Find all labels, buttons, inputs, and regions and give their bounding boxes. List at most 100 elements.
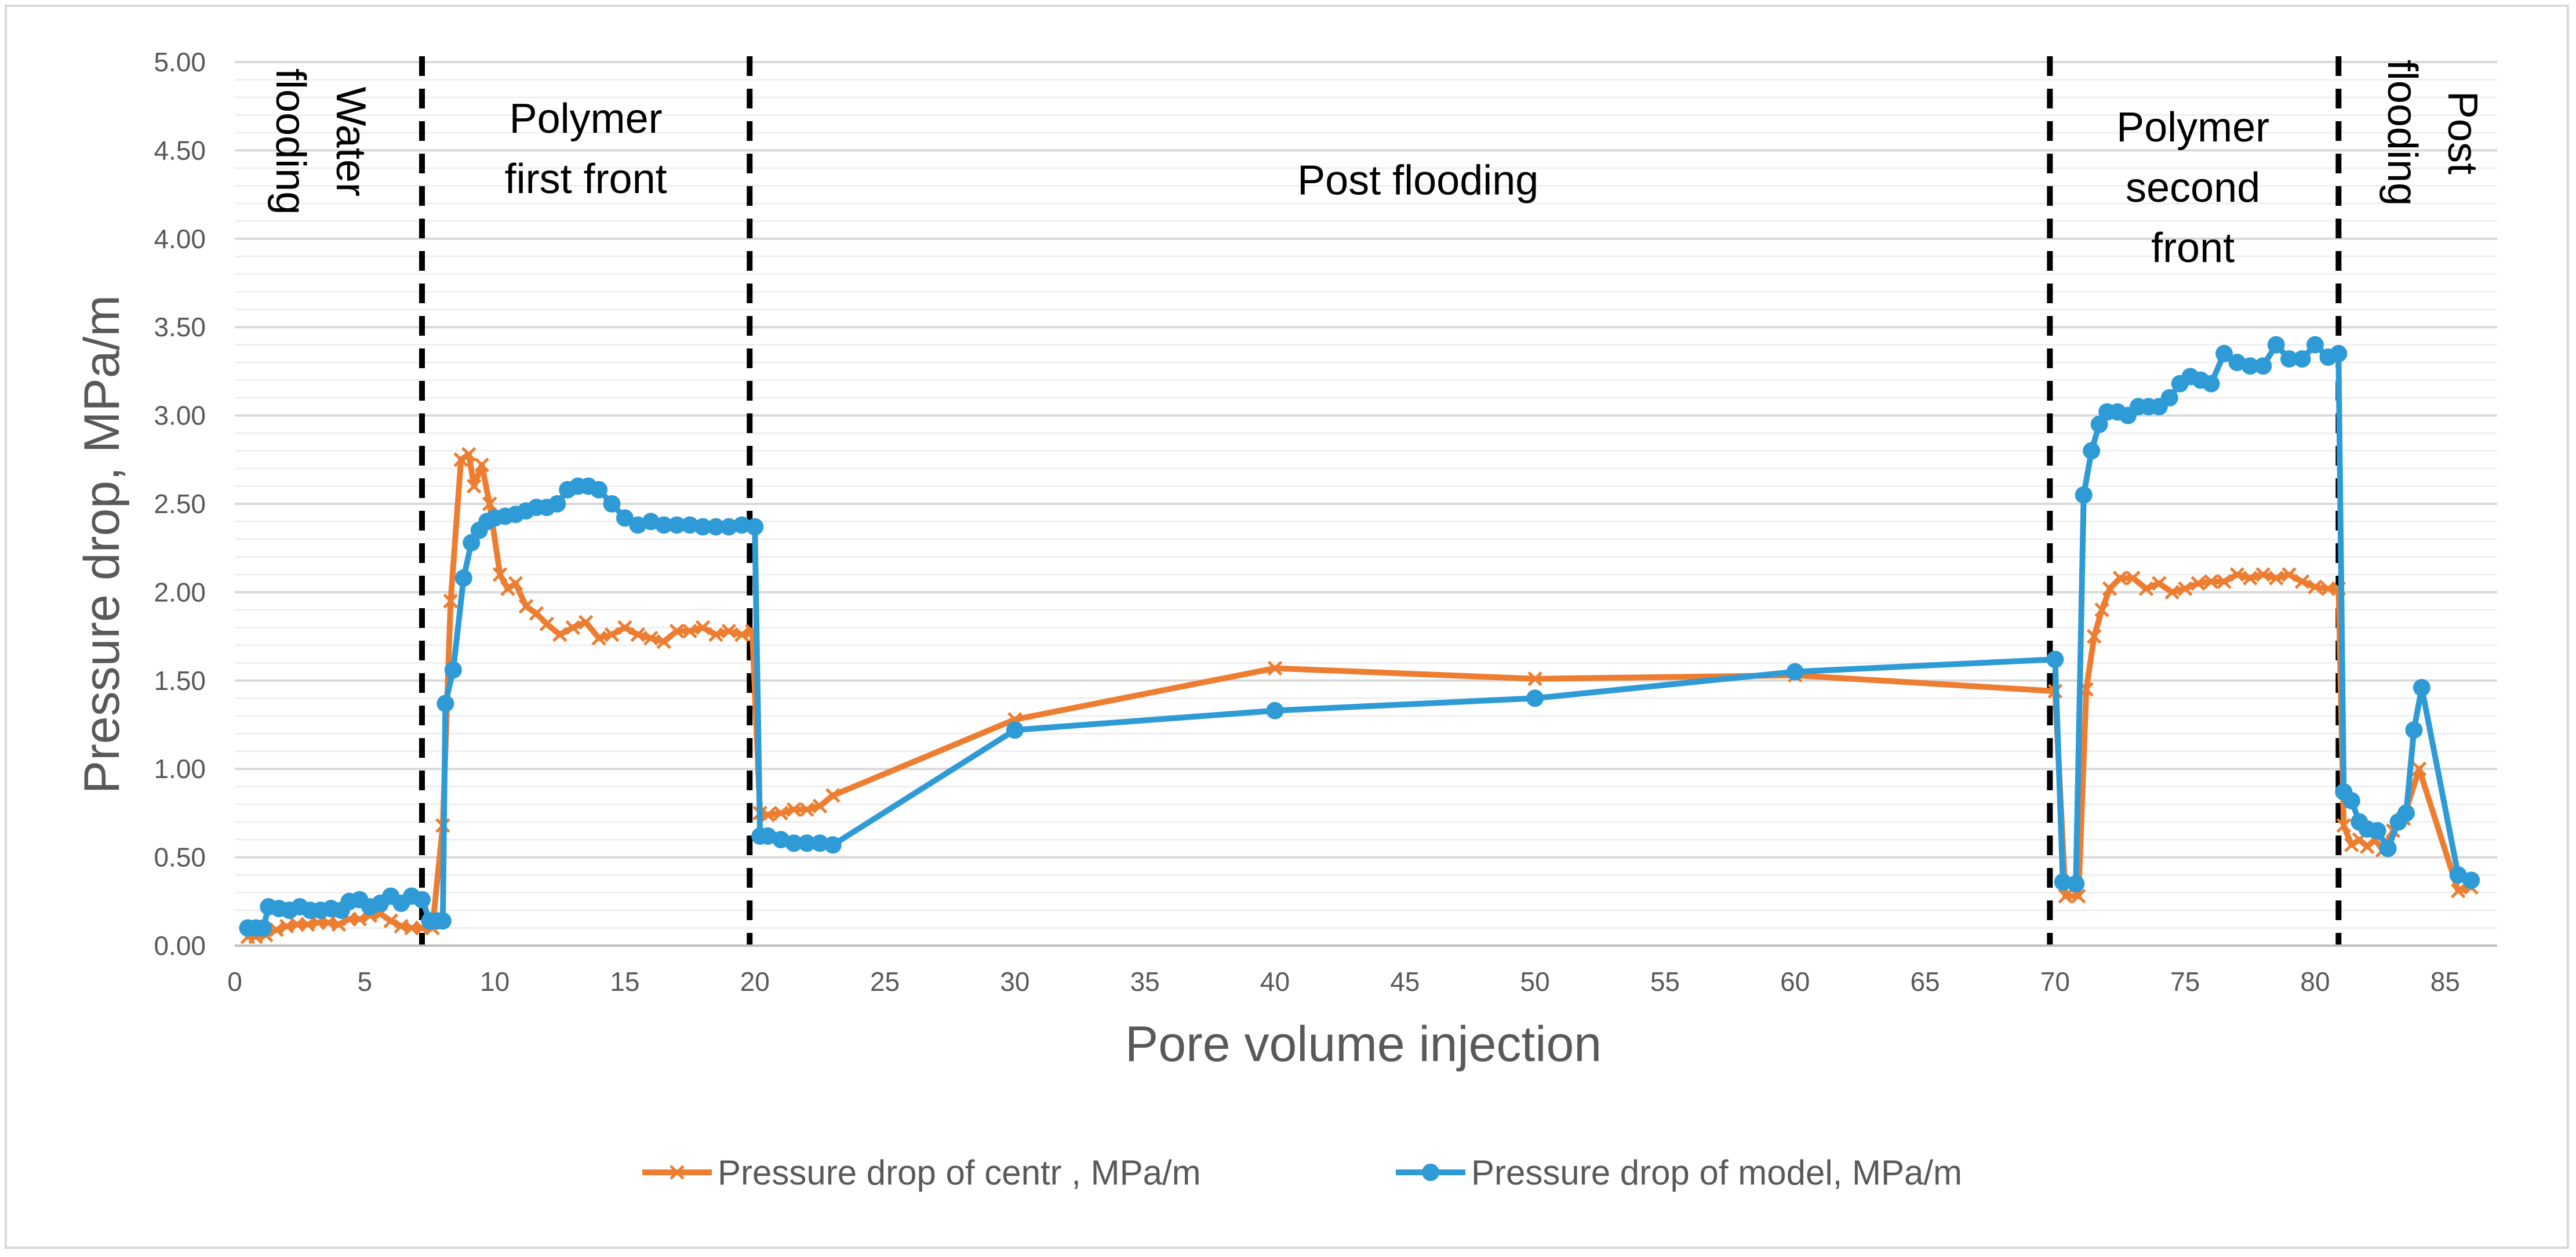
region-label: Water flooding <box>267 68 374 215</box>
region-labels: Water flooding Polymer first front Post floo… <box>267 60 2486 271</box>
legend-label: Pressure drop of centr , MPa/m <box>718 1153 1201 1192</box>
data-point <box>461 446 476 462</box>
data-point-stroke <box>656 634 671 649</box>
data-point <box>1527 671 1542 686</box>
data-point-stroke <box>2126 571 2141 586</box>
data-point <box>786 802 802 818</box>
data-point <box>2083 442 2101 460</box>
data-point-stroke <box>383 913 398 929</box>
grid <box>235 61 2497 929</box>
y-tick-labels: 0.00 0.50 1.00 1.50 2.00 2.50 3.00 3.50 4.00 4.50… <box>154 47 206 961</box>
y-tick-label: 2.50 <box>154 489 206 519</box>
data-point-stroke <box>2152 576 2167 591</box>
data-point <box>552 627 567 642</box>
legend: Pressure drop of centr , MPa/m Pressure d… <box>642 1153 1962 1192</box>
data-point-stroke <box>630 627 646 642</box>
data-point <box>2215 344 2233 362</box>
data-point <box>539 616 555 632</box>
region-label-line: Polymer <box>510 96 663 142</box>
data-point <box>2368 822 2386 840</box>
data-point <box>2229 567 2245 582</box>
data-point <box>812 798 828 813</box>
data-point <box>603 495 621 513</box>
data-point <box>617 620 632 635</box>
data-point <box>2344 837 2359 853</box>
data-point <box>656 634 671 649</box>
data-point-stroke <box>352 911 368 927</box>
y-tick-label: 0.00 <box>154 931 206 961</box>
data-point <box>2462 871 2480 889</box>
y-tick-label: 4.50 <box>154 135 206 165</box>
data-point <box>492 567 508 582</box>
data-point <box>444 661 462 679</box>
data-point <box>760 807 776 823</box>
data-point <box>2336 818 2352 833</box>
data-point <box>668 516 686 534</box>
x-tick-label: 35 <box>1130 967 1160 997</box>
data-point <box>824 836 842 854</box>
x-tick-label: 15 <box>610 967 639 997</box>
data-point-stroke <box>518 599 534 614</box>
data-point-stroke <box>2191 576 2206 591</box>
series-1 <box>239 336 2480 937</box>
region-label-line: flooding <box>2379 60 2425 206</box>
data-point <box>2203 574 2219 589</box>
data-point-stroke <box>500 581 515 597</box>
data-point-stroke <box>2229 567 2245 582</box>
legend-label: Pressure drop of model, MPa/m <box>1471 1153 1962 1192</box>
data-point <box>630 627 646 642</box>
data-point-stroke <box>2336 818 2352 833</box>
data-point-stroke <box>529 606 544 621</box>
data-point <box>2268 571 2284 586</box>
data-point-stroke <box>279 918 294 934</box>
data-point-stroke <box>2344 837 2359 853</box>
data-point-stroke <box>2217 574 2232 589</box>
data-point-stroke <box>508 576 523 591</box>
data-point <box>708 627 723 642</box>
data-point-stroke <box>2164 584 2180 600</box>
data-point <box>720 518 738 536</box>
data-point-stroke <box>2243 571 2258 586</box>
data-point-stroke <box>552 627 567 642</box>
data-point <box>643 630 658 646</box>
x-tick-label: 5 <box>358 967 373 997</box>
data-point <box>798 834 816 852</box>
data-point <box>436 695 454 713</box>
y-tick-label: 2.00 <box>154 577 206 607</box>
data-point <box>746 518 764 536</box>
legend-item: Pressure drop of centr , MPa/m <box>642 1153 1201 1192</box>
data-point <box>2243 571 2258 586</box>
region-label: Post flooding <box>2379 60 2486 206</box>
data-point <box>2054 873 2072 891</box>
data-point <box>2217 574 2232 589</box>
y-tick-label: 1.00 <box>154 754 206 784</box>
series-0 <box>240 446 2479 944</box>
data-point-stroke <box>539 616 555 632</box>
data-point-stroke <box>682 623 697 639</box>
data-point <box>721 623 737 639</box>
data-point-stroke <box>2282 567 2297 582</box>
data-point <box>2282 567 2297 582</box>
data-point <box>2267 336 2285 354</box>
y-tick-label: 0.50 <box>154 842 206 873</box>
data-point <box>269 922 284 938</box>
data-point <box>548 495 566 513</box>
y-tick-label: 1.50 <box>154 666 206 696</box>
data-point-stroke <box>825 788 841 803</box>
data-point <box>2112 571 2128 586</box>
region-label: Polymer first front <box>505 96 667 202</box>
data-point-stroke <box>474 457 489 473</box>
data-point-stroke <box>443 593 459 609</box>
x-tick-label: 30 <box>1000 967 1029 997</box>
data-point-stroke <box>617 620 632 635</box>
data-point <box>669 623 685 639</box>
data-point <box>733 516 751 534</box>
data-point <box>825 788 841 803</box>
data-point <box>434 912 452 930</box>
data-point <box>811 834 829 852</box>
data-point <box>2342 792 2360 810</box>
data-point <box>785 834 803 852</box>
y-tick-label: 3.50 <box>154 312 206 342</box>
data-point <box>474 457 489 473</box>
data-point-stroke <box>2071 888 2086 904</box>
